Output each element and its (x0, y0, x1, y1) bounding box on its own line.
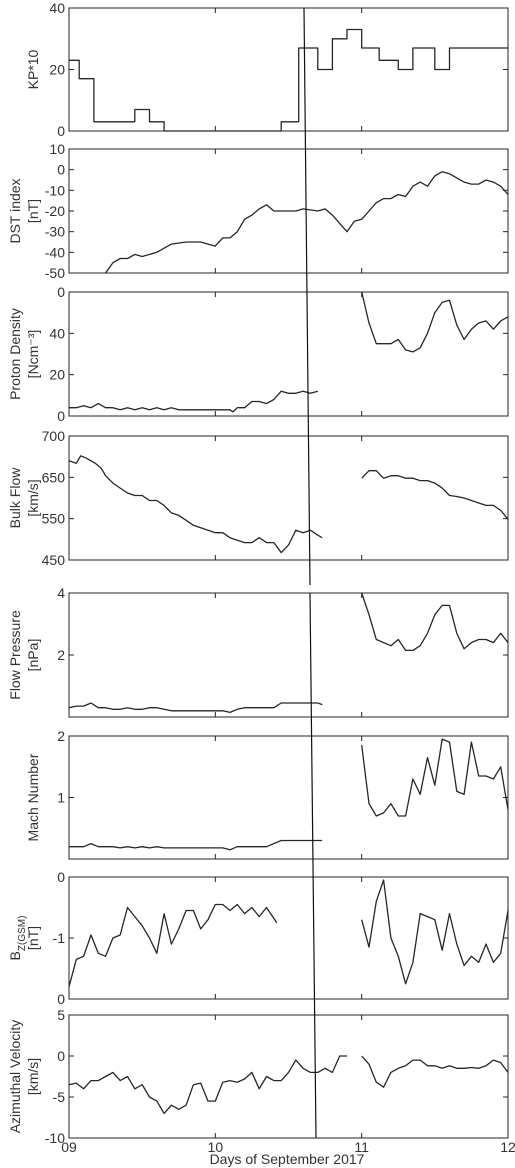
y-tick-label: -40 (45, 244, 65, 260)
series-line (68, 455, 323, 554)
event-marker-line (309, 592, 317, 1139)
y-tick-label: -1 (53, 930, 66, 946)
y-axis-label: [km/s] (25, 1058, 41, 1095)
y-tick-label: 450 (42, 552, 66, 568)
x-tick-label: 12 (500, 1139, 515, 1155)
y-axis-label: Azimuthal Velocity (7, 1020, 23, 1134)
y-tick-label: -5 (53, 1089, 66, 1105)
y-tick-label: 550 (42, 511, 66, 527)
series-line (361, 592, 509, 652)
y-tick-label: 0 (57, 869, 65, 885)
series-line (68, 903, 278, 987)
series-line (69, 839, 323, 851)
panel-4: 2 4 Flow Pressure [nPa] (7, 585, 509, 718)
series-line (105, 171, 509, 274)
y-axis-label: [Ncm⁻³] (25, 330, 41, 379)
y-axis-label: Proton Density (7, 308, 23, 400)
panel-0: 0 20 40 KP*10 (25, 0, 509, 139)
panel-5: 1 2 Mach Number (25, 728, 509, 860)
y-tick-label: 40 (49, 0, 65, 16)
panel-2: 0 20 40 0 Proton Density [Ncm⁻³] (7, 284, 509, 424)
event-marker-line (303, 7, 311, 586)
y-tick-label: -20 (45, 203, 65, 219)
axes-frame (68, 592, 509, 718)
y-tick-label: 2 (57, 728, 65, 744)
y-tick-label: 40 (49, 325, 65, 341)
y-axis-label: BZ(GSM) (7, 916, 28, 961)
axes-frame (68, 876, 509, 1000)
y-axis-label: [km/s] (25, 479, 41, 516)
y-tick-label: 4 (57, 585, 65, 601)
series-line (69, 390, 318, 413)
y-axis-label: DST index (7, 178, 23, 243)
series-line (361, 470, 509, 520)
y-tick-label: 1 (57, 790, 65, 806)
y-axis-label-main: B (7, 951, 23, 960)
y-tick-label: 0 (57, 408, 65, 424)
axes-frame (68, 291, 509, 417)
x-axis-label: Days of September 2017 (210, 1151, 365, 1167)
y-tick-label: 0 (57, 284, 65, 300)
series-line (68, 1055, 347, 1115)
y-tick-label: -10 (45, 182, 65, 198)
series-line (361, 291, 509, 353)
y-tick-label: 0 (57, 991, 65, 1007)
y-tick-label: 20 (49, 62, 65, 78)
y-axis-label: Flow Pressure (7, 610, 23, 700)
y-tick-label: 0 (57, 162, 65, 178)
y-axis-label: KP*10 (25, 49, 41, 89)
y-axis-label: [nT] (25, 199, 41, 223)
y-axis-label: Mach Number (25, 753, 41, 841)
y-tick-label: 650 (42, 469, 66, 485)
y-tick-label: -30 (45, 224, 65, 240)
panel-3: 450 550 650 700 Bulk Flow [km/s] (7, 428, 509, 568)
y-tick-label: -50 (45, 265, 65, 281)
series-line (361, 879, 509, 985)
panel-7: -10 -5 0 5 Azimuthal Velocity [km/s] (7, 1007, 509, 1146)
panel-1: -50 -40 -30 -20 -10 0 10 DST index [nT] (7, 141, 509, 281)
y-tick-label: 0 (57, 123, 65, 139)
y-tick-label: 20 (49, 367, 65, 383)
y-axis-label: Bulk Flow (7, 467, 23, 529)
series-line (361, 1055, 509, 1088)
axes-frame (68, 435, 509, 561)
y-tick-label: -10 (45, 1130, 65, 1146)
y-tick-label: 700 (42, 428, 66, 444)
y-tick-label: 5 (57, 1007, 65, 1023)
y-axis-label: [nT] (25, 926, 41, 950)
y-tick-label: 10 (49, 141, 65, 157)
x-tick-label: 09 (61, 1139, 77, 1155)
axes-frame (68, 1014, 509, 1139)
series-line (361, 738, 509, 817)
x-tick-label: 10 (208, 1139, 224, 1155)
y-axis-label-subscript: Z(GSM) (17, 916, 28, 952)
y-tick-label: 2 (57, 647, 65, 663)
panel-6: 0 -1 0 BZ(GSM)[nT] (7, 869, 509, 1007)
y-axis-label: [nPa] (25, 639, 41, 672)
x-tick-label: 11 (354, 1139, 369, 1155)
series-line (69, 28, 508, 132)
y-tick-label: 0 (57, 1048, 65, 1064)
series-line (68, 702, 323, 714)
